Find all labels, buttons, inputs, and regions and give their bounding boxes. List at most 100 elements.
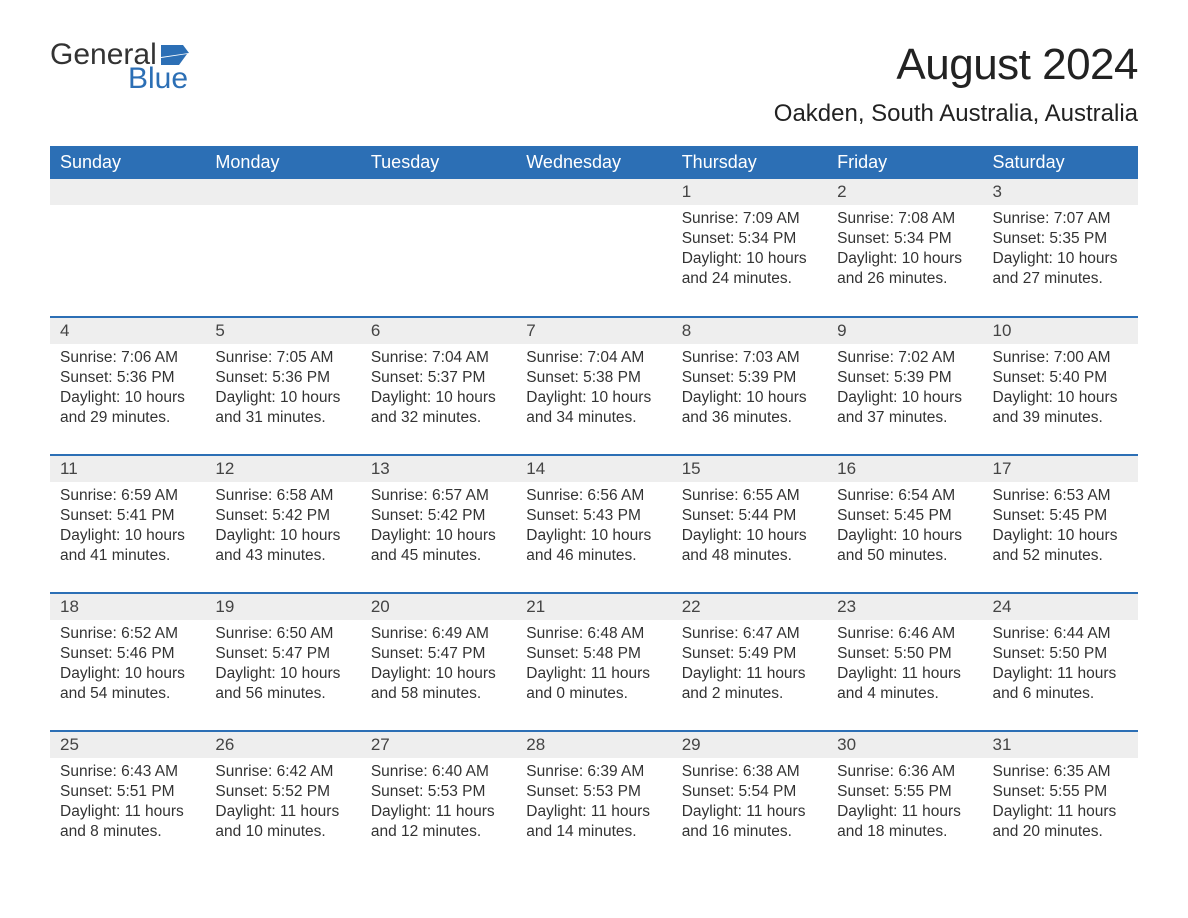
daylight-line: Daylight: 10 hours and 36 minutes. [682,388,817,428]
daylight-line: Daylight: 10 hours and 50 minutes. [837,526,972,566]
daylight-line: Daylight: 11 hours and 14 minutes. [526,802,661,842]
cell-body: Sunrise: 6:46 AMSunset: 5:50 PMDaylight:… [827,620,982,715]
day-number: 18 [50,594,205,620]
sunrise-line: Sunrise: 7:09 AM [682,209,817,229]
sunset-line: Sunset: 5:51 PM [60,782,195,802]
sunrise-line: Sunrise: 6:50 AM [215,624,350,644]
cell-body: Sunrise: 6:42 AMSunset: 5:52 PMDaylight:… [205,758,360,853]
sunset-line: Sunset: 5:41 PM [60,506,195,526]
cell-body: Sunrise: 7:02 AMSunset: 5:39 PMDaylight:… [827,344,982,439]
daylight-line: Daylight: 11 hours and 16 minutes. [682,802,817,842]
day-header: Saturday [983,146,1138,179]
cell-body: Sunrise: 6:57 AMSunset: 5:42 PMDaylight:… [361,482,516,577]
calendar-week: 18Sunrise: 6:52 AMSunset: 5:46 PMDayligh… [50,593,1138,731]
day-header: Thursday [672,146,827,179]
calendar-cell: 30Sunrise: 6:36 AMSunset: 5:55 PMDayligh… [827,731,982,869]
day-header: Wednesday [516,146,671,179]
calendar-cell: 14Sunrise: 6:56 AMSunset: 5:43 PMDayligh… [516,455,671,593]
calendar-cell: 4Sunrise: 7:06 AMSunset: 5:36 PMDaylight… [50,317,205,455]
sunrise-line: Sunrise: 6:42 AM [215,762,350,782]
sunrise-line: Sunrise: 6:58 AM [215,486,350,506]
cell-body: Sunrise: 7:06 AMSunset: 5:36 PMDaylight:… [50,344,205,439]
daylight-line: Daylight: 11 hours and 12 minutes. [371,802,506,842]
calendar-header-row: SundayMondayTuesdayWednesdayThursdayFrid… [50,146,1138,179]
daylight-line: Daylight: 10 hours and 34 minutes. [526,388,661,428]
calendar-cell [516,179,671,317]
calendar-cell: 6Sunrise: 7:04 AMSunset: 5:37 PMDaylight… [361,317,516,455]
daylight-line: Daylight: 11 hours and 18 minutes. [837,802,972,842]
cell-body: Sunrise: 7:00 AMSunset: 5:40 PMDaylight:… [983,344,1138,439]
calendar-cell: 5Sunrise: 7:05 AMSunset: 5:36 PMDaylight… [205,317,360,455]
sunset-line: Sunset: 5:42 PM [215,506,350,526]
day-number: 15 [672,456,827,482]
daylight-line: Daylight: 11 hours and 8 minutes. [60,802,195,842]
sunrise-line: Sunrise: 7:02 AM [837,348,972,368]
calendar-cell: 23Sunrise: 6:46 AMSunset: 5:50 PMDayligh… [827,593,982,731]
cell-body: Sunrise: 6:54 AMSunset: 5:45 PMDaylight:… [827,482,982,577]
sunset-line: Sunset: 5:53 PM [371,782,506,802]
calendar-week: 1Sunrise: 7:09 AMSunset: 5:34 PMDaylight… [50,179,1138,317]
cell-body: Sunrise: 6:36 AMSunset: 5:55 PMDaylight:… [827,758,982,853]
day-number: 13 [361,456,516,482]
calendar-cell: 18Sunrise: 6:52 AMSunset: 5:46 PMDayligh… [50,593,205,731]
calendar-cell: 11Sunrise: 6:59 AMSunset: 5:41 PMDayligh… [50,455,205,593]
cell-body: Sunrise: 7:04 AMSunset: 5:37 PMDaylight:… [361,344,516,439]
day-number: 31 [983,732,1138,758]
cell-body: Sunrise: 7:05 AMSunset: 5:36 PMDaylight:… [205,344,360,439]
day-number: 17 [983,456,1138,482]
cell-body: Sunrise: 6:59 AMSunset: 5:41 PMDaylight:… [50,482,205,577]
sunrise-line: Sunrise: 6:46 AM [837,624,972,644]
daylight-line: Daylight: 10 hours and 45 minutes. [371,526,506,566]
day-number [516,179,671,205]
sunset-line: Sunset: 5:35 PM [993,229,1128,249]
cell-body: Sunrise: 7:08 AMSunset: 5:34 PMDaylight:… [827,205,982,300]
day-number: 22 [672,594,827,620]
sunset-line: Sunset: 5:36 PM [215,368,350,388]
sunset-line: Sunset: 5:44 PM [682,506,817,526]
daylight-line: Daylight: 10 hours and 24 minutes. [682,249,817,289]
sunrise-line: Sunrise: 6:43 AM [60,762,195,782]
sunrise-line: Sunrise: 6:54 AM [837,486,972,506]
day-number: 24 [983,594,1138,620]
day-number: 23 [827,594,982,620]
calendar-cell: 29Sunrise: 6:38 AMSunset: 5:54 PMDayligh… [672,731,827,869]
day-number [361,179,516,205]
sunset-line: Sunset: 5:42 PM [371,506,506,526]
cell-body: Sunrise: 7:04 AMSunset: 5:38 PMDaylight:… [516,344,671,439]
cell-body: Sunrise: 6:58 AMSunset: 5:42 PMDaylight:… [205,482,360,577]
day-header: Monday [205,146,360,179]
day-number: 20 [361,594,516,620]
day-number: 2 [827,179,982,205]
sunrise-line: Sunrise: 7:07 AM [993,209,1128,229]
day-header: Friday [827,146,982,179]
sunset-line: Sunset: 5:50 PM [993,644,1128,664]
daylight-line: Daylight: 10 hours and 52 minutes. [993,526,1128,566]
calendar-body: 1Sunrise: 7:09 AMSunset: 5:34 PMDaylight… [50,179,1138,869]
calendar-cell: 24Sunrise: 6:44 AMSunset: 5:50 PMDayligh… [983,593,1138,731]
day-number: 10 [983,318,1138,344]
sunrise-line: Sunrise: 6:56 AM [526,486,661,506]
sunset-line: Sunset: 5:54 PM [682,782,817,802]
sunrise-line: Sunrise: 7:08 AM [837,209,972,229]
cell-body: Sunrise: 6:53 AMSunset: 5:45 PMDaylight:… [983,482,1138,577]
sunset-line: Sunset: 5:52 PM [215,782,350,802]
cell-body: Sunrise: 6:43 AMSunset: 5:51 PMDaylight:… [50,758,205,853]
sunrise-line: Sunrise: 7:00 AM [993,348,1128,368]
sunrise-line: Sunrise: 6:38 AM [682,762,817,782]
calendar-cell: 8Sunrise: 7:03 AMSunset: 5:39 PMDaylight… [672,317,827,455]
daylight-line: Daylight: 10 hours and 39 minutes. [993,388,1128,428]
day-number [205,179,360,205]
calendar-cell: 21Sunrise: 6:48 AMSunset: 5:48 PMDayligh… [516,593,671,731]
sunset-line: Sunset: 5:47 PM [215,644,350,664]
sunset-line: Sunset: 5:43 PM [526,506,661,526]
day-number: 14 [516,456,671,482]
calendar-cell: 7Sunrise: 7:04 AMSunset: 5:38 PMDaylight… [516,317,671,455]
sunset-line: Sunset: 5:55 PM [993,782,1128,802]
sunset-line: Sunset: 5:39 PM [837,368,972,388]
sunset-line: Sunset: 5:45 PM [993,506,1128,526]
location: Oakden, South Australia, Australia [774,100,1138,128]
day-number: 11 [50,456,205,482]
calendar-cell: 20Sunrise: 6:49 AMSunset: 5:47 PMDayligh… [361,593,516,731]
daylight-line: Daylight: 11 hours and 10 minutes. [215,802,350,842]
daylight-line: Daylight: 11 hours and 20 minutes. [993,802,1128,842]
